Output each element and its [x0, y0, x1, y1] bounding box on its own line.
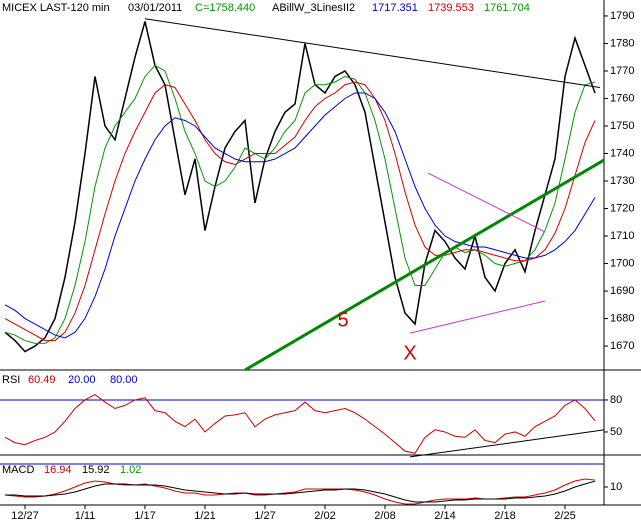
y-tick-label: 50 — [610, 426, 622, 438]
rsi-title: RSI — [2, 374, 20, 386]
x-tick-label: 2/18 — [494, 510, 515, 522]
indicator-name: ABillW_3LinesII2 — [272, 2, 355, 14]
x-tick-label: 1/17 — [134, 510, 155, 522]
y-tick-label: 1790 — [610, 10, 634, 22]
y-tick-label: 1770 — [610, 65, 634, 77]
x-tick-label: 1/11 — [75, 510, 96, 522]
x-tick-label: 2/14 — [434, 510, 455, 522]
trend-line — [409, 429, 605, 458]
y-tick-label: 1720 — [610, 202, 634, 214]
macd-title: MACD — [2, 464, 34, 476]
level-label: 80.00 — [110, 374, 138, 386]
date: 03/01/2011 — [128, 2, 182, 14]
y-tick-label: 1760 — [610, 92, 634, 104]
series-line — [4, 92, 596, 339]
series-line — [5, 480, 596, 503]
series-line — [4, 394, 596, 454]
chart-title: MICEX LAST-120 min — [2, 2, 110, 14]
y-tick-label: 1750 — [610, 120, 634, 132]
series-line — [4, 64, 596, 344]
y-tick-label: 1730 — [610, 175, 634, 187]
indicator-value: 1739.553 — [428, 2, 474, 14]
level-label: 20.00 — [68, 374, 96, 386]
macd-value: 16.94 — [44, 464, 72, 476]
series-line — [4, 81, 596, 342]
series-line — [4, 21, 596, 353]
macd-value: 15.92 — [82, 464, 110, 476]
y-tick-label: 1680 — [610, 312, 634, 324]
x-tick-label: 2/02 — [314, 510, 335, 522]
y-tick-label: 1780 — [610, 37, 634, 49]
x-tick-label: 12/27 — [11, 510, 39, 522]
y-tick-label: 1700 — [610, 257, 634, 269]
y-tick-label: 1740 — [610, 147, 634, 159]
y-tick-label: 80 — [610, 394, 622, 406]
x-tick-label: 1/27 — [254, 510, 275, 522]
trend-line — [144, 18, 601, 88]
annotation: 5 — [337, 310, 348, 332]
trend-line — [409, 300, 546, 334]
x-tick-label: 2/25 — [554, 510, 575, 522]
indicator-value: 1717.351 — [372, 2, 418, 14]
x-tick-label: 2/08 — [374, 510, 395, 522]
y-tick-label: 10 — [610, 481, 622, 493]
close-label: C=1758.440 — [195, 2, 255, 14]
y-tick-label: 1690 — [610, 285, 634, 297]
rsi-value: 60.49 — [28, 374, 56, 386]
annotation: X — [403, 343, 416, 365]
y-tick-label: 1710 — [610, 230, 634, 242]
indicator-value: 1761.704 — [484, 2, 530, 14]
trend-line — [427, 172, 546, 233]
macd-value: 1.02 — [120, 464, 141, 476]
trend-line — [244, 158, 605, 372]
y-tick-label: 1670 — [610, 340, 634, 352]
x-tick-label: 1/21 — [194, 510, 215, 522]
